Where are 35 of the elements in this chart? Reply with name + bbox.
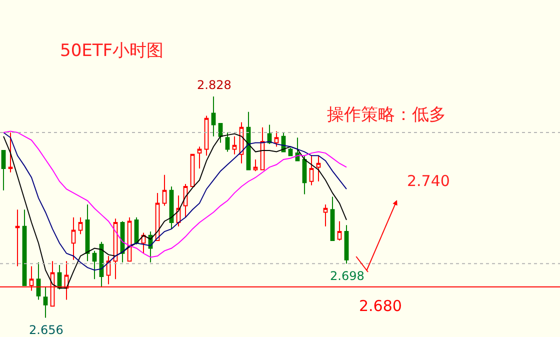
candlestick — [36, 262, 41, 300]
candlestick — [162, 174, 167, 206]
candlestick — [232, 136, 237, 155]
text: 2.740 — [407, 172, 450, 190]
candlestick — [330, 196, 335, 242]
candlestick — [309, 155, 314, 186]
candlestick — [22, 209, 27, 286]
candlestick — [253, 159, 258, 172]
candlestick — [295, 137, 300, 162]
candlestick — [71, 216, 76, 260]
candlestick — [337, 220, 342, 242]
annotation: 2.656 — [29, 323, 64, 337]
candlestick — [316, 155, 321, 182]
candlestick — [267, 124, 272, 145]
annotation: 2.698 — [330, 269, 364, 283]
candlestick — [8, 132, 13, 173]
candlestick — [323, 204, 328, 227]
candlestick — [302, 155, 307, 195]
annotation: 操作策略：低多 — [327, 105, 446, 125]
candlestick — [1, 150, 6, 191]
candlestick — [225, 132, 230, 152]
text: 50ETF小时图 — [60, 40, 164, 61]
candlestick — [85, 204, 90, 262]
candlestick — [274, 130, 279, 148]
candlestick — [260, 126, 265, 170]
candlestick — [204, 115, 209, 156]
annotation: 2.828 — [197, 78, 232, 92]
candlestick — [344, 224, 349, 264]
candlestick — [78, 216, 83, 235]
candlestick — [197, 146, 202, 169]
candlestick — [15, 209, 20, 267]
ref-line-label: 2.680 — [359, 297, 402, 315]
candlestick — [92, 250, 97, 280]
candlestick — [211, 96, 216, 137]
candlestick — [43, 286, 48, 318]
